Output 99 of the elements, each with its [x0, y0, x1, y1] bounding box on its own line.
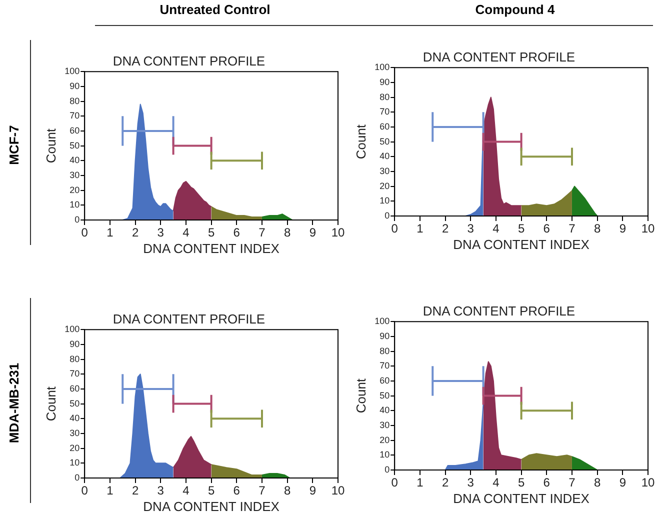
y-tick-label: 30 [70, 170, 80, 180]
x-axis-title: DNA CONTENT INDEX [143, 498, 280, 514]
chart-title: DNA CONTENT PROFILE [422, 49, 576, 64]
y-tick-label: 40 [380, 405, 390, 416]
y-tick-label: 100 [64, 324, 80, 334]
x-tick-label: 9 [309, 484, 316, 498]
x-tick-label: 8 [284, 484, 291, 498]
y-tick-label: 60 [380, 121, 390, 132]
x-tick-label: 9 [619, 476, 626, 490]
y-tick-label: 0 [384, 464, 390, 474]
y-tick-label: 60 [70, 125, 80, 136]
y-tick-label: 40 [380, 151, 390, 162]
x-tick-label: 7 [568, 476, 576, 490]
x-tick-label: 1 [106, 484, 114, 498]
x-tick-label: 1 [106, 226, 114, 240]
y-tick-label: 100 [374, 62, 390, 72]
x-tick-label: 7 [258, 484, 266, 498]
y-tick-label: 10 [380, 196, 390, 206]
x-axis-title: DNA CONTENT INDEX [453, 490, 590, 506]
x-tick-label: 10 [331, 226, 345, 240]
x-tick-label: 1 [416, 476, 424, 490]
x-tick-label: 4 [492, 476, 500, 490]
y-tick-label: 50 [380, 136, 390, 146]
y-tick-label: 30 [70, 428, 80, 438]
x-tick-label: 5 [518, 222, 525, 236]
y-tick-label: 60 [380, 375, 390, 386]
y-tick-label: 80 [380, 346, 390, 356]
x-tick-label: 5 [208, 484, 215, 498]
x-tick-label: 2 [132, 484, 139, 498]
x-tick-label: 9 [619, 222, 626, 236]
x-tick-label: 4 [182, 484, 190, 498]
x-tick-label: 2 [132, 226, 139, 240]
y-axis-title: Count [43, 128, 58, 164]
y-tick-label: 30 [380, 420, 390, 430]
y-tick-label: 20 [70, 184, 80, 195]
x-tick-label: 9 [309, 226, 316, 240]
y-tick-label: 90 [70, 338, 80, 349]
x-tick-label: 6 [543, 476, 550, 490]
y-axis-title: Count [353, 124, 368, 160]
y-tick-label: 70 [70, 110, 80, 121]
y-tick-label: 70 [380, 360, 390, 371]
y-axis-title: Count [353, 378, 368, 414]
y-tick-label: 80 [380, 92, 390, 102]
y-tick-label: 10 [70, 200, 80, 210]
y-tick-label: 60 [70, 383, 80, 394]
y-tick-label: 90 [380, 76, 390, 87]
x-tick-label: 3 [467, 222, 474, 236]
x-tick-label: 10 [331, 484, 345, 498]
x-tick-label: 1 [416, 222, 424, 236]
y-tick-label: 30 [380, 166, 390, 176]
x-tick-label: 6 [233, 484, 240, 498]
y-tick-label: 90 [380, 330, 390, 341]
chart-title: DNA CONTENT PROFILE [112, 53, 266, 68]
x-tick-label: 5 [208, 226, 215, 240]
x-tick-label: 2 [442, 476, 449, 490]
y-tick-label: 40 [70, 413, 80, 424]
y-tick-label: 40 [70, 155, 80, 166]
text: MCF-7 [6, 124, 22, 164]
y-axis-title: Count [43, 386, 58, 422]
x-tick-label: 3 [157, 226, 164, 240]
y-tick-label: 50 [380, 390, 390, 400]
y-tick-label: 10 [70, 458, 80, 468]
text: MDA-MB-231 [6, 362, 22, 443]
y-tick-label: 10 [380, 450, 390, 460]
y-tick-label: 0 [384, 210, 390, 220]
x-tick-label: 2 [442, 222, 449, 236]
y-tick-label: 70 [380, 106, 390, 117]
x-axis-title: DNA CONTENT INDEX [143, 240, 280, 256]
x-tick-label: 7 [568, 222, 576, 236]
y-tick-label: 100 [374, 316, 390, 326]
x-tick-label: 10 [641, 222, 655, 236]
y-tick-label: 0 [74, 214, 80, 224]
chart-title: DNA CONTENT PROFILE [112, 311, 266, 326]
x-tick-label: 4 [182, 226, 190, 240]
x-tick-label: 6 [543, 222, 550, 236]
x-tick-label: 4 [492, 222, 500, 236]
x-tick-label: 8 [284, 226, 291, 240]
x-tick-label: 3 [157, 484, 164, 498]
x-tick-label: 5 [518, 476, 525, 490]
chart-title: DNA CONTENT PROFILE [422, 303, 576, 318]
x-tick-label: 6 [233, 226, 240, 240]
x-tick-label: 7 [258, 226, 266, 240]
y-tick-label: 20 [70, 442, 80, 453]
y-tick-label: 50 [70, 398, 80, 408]
y-tick-label: 90 [70, 80, 80, 91]
text: Untreated Control [158, 2, 272, 17]
y-tick-label: 70 [70, 368, 80, 379]
x-tick-label: 8 [594, 222, 601, 236]
y-tick-label: 80 [70, 96, 80, 106]
y-tick-label: 100 [64, 66, 80, 76]
y-tick-label: 50 [70, 140, 80, 150]
x-axis-title: DNA CONTENT INDEX [453, 236, 590, 252]
x-tick-label: 10 [641, 476, 655, 490]
x-tick-label: 8 [594, 476, 601, 490]
text: Compound 4 [474, 2, 556, 17]
y-tick-label: 80 [70, 354, 80, 364]
x-tick-label: 3 [467, 476, 474, 490]
y-tick-label: 20 [380, 434, 390, 445]
y-tick-label: 20 [380, 180, 390, 191]
